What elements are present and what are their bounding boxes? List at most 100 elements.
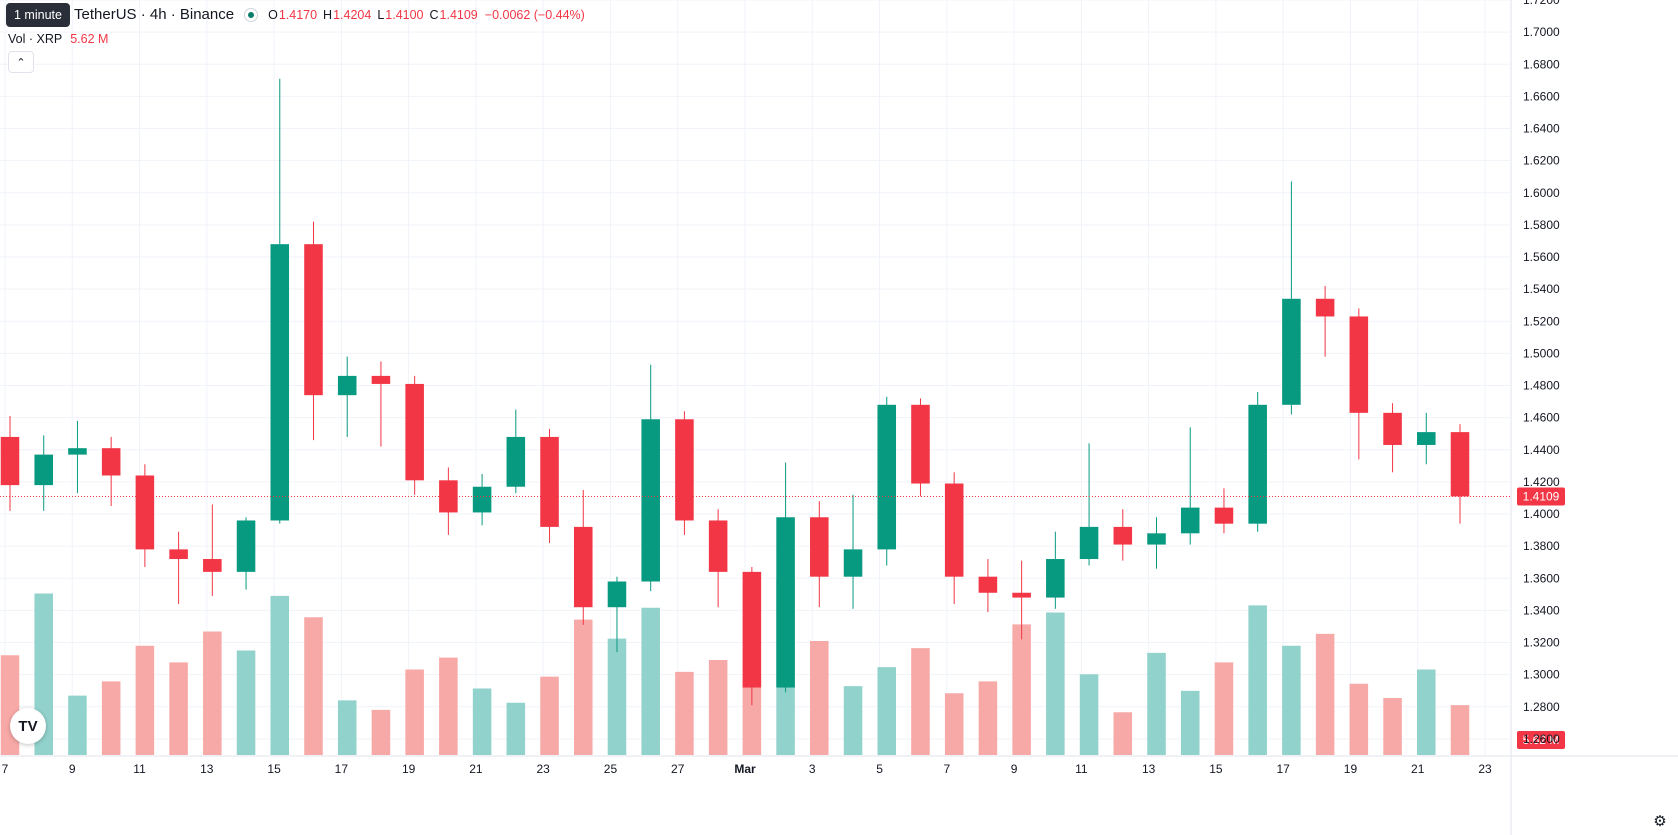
candle-body	[101, 448, 121, 476]
price-tick-label: 1.3600	[1523, 571, 1560, 585]
volume-bar	[1180, 690, 1200, 755]
candle-body	[877, 404, 897, 550]
candle-body	[1315, 298, 1335, 317]
candle-body	[135, 475, 155, 550]
volume-bar	[337, 700, 357, 755]
volume-bar	[978, 681, 998, 755]
time-tick-label: 21	[469, 762, 483, 776]
tv-logo-icon: TV	[18, 717, 38, 735]
candle-body	[1450, 432, 1470, 497]
candle-body	[1046, 559, 1065, 598]
time-tick-label: 15	[1209, 762, 1223, 776]
candle-body	[1079, 526, 1099, 560]
candle-body	[405, 383, 424, 481]
time-axis[interactable]: 7 9 11 13 15 17 19 21 23 25 27 Mar 3 5 7 9 11 13 15 17 19 21 2…	[2, 762, 1492, 776]
candle-body	[304, 244, 323, 396]
volume-bar	[68, 695, 87, 755]
price-tick-label: 1.5600	[1523, 250, 1560, 264]
candle-body	[0, 436, 20, 486]
time-tick-label: 27	[671, 762, 685, 776]
volume-value: 5.62 M	[70, 32, 109, 46]
candle-body	[203, 559, 222, 572]
candle-body	[68, 448, 87, 455]
volume-bar	[1282, 645, 1301, 755]
ohlc-values: O1.4170 H1.4204 L1.4100 C1.4109 −0.0062 …	[268, 8, 585, 22]
price-tick-label: 1.4400	[1523, 443, 1560, 457]
volume-bar	[1214, 662, 1234, 755]
candle-body	[708, 520, 728, 572]
price-tick-label: 1.5200	[1523, 314, 1560, 328]
volume-bar	[405, 669, 424, 755]
time-tick-label: 11	[1075, 762, 1088, 776]
last-price-line: 1.4109 5.62 M	[0, 487, 1565, 749]
low-label: L	[377, 7, 385, 22]
candle-body	[540, 436, 559, 527]
volume-bar	[1349, 683, 1369, 755]
volume-bar	[1046, 612, 1065, 755]
volume-bar	[236, 650, 256, 755]
time-tick-label: 7	[943, 762, 950, 776]
tradingview-logo[interactable]: TV	[10, 708, 46, 744]
time-tick-label: 15	[267, 762, 281, 776]
volume-legend: Vol · XRP 5.62 M	[8, 32, 108, 46]
price-tick-label: 1.6800	[1523, 57, 1560, 71]
candle-body	[607, 581, 627, 608]
symbol-title[interactable]: TetherUS · 4h · Binance	[74, 6, 235, 23]
market-status-icon[interactable]	[244, 7, 259, 22]
price-tick-label: 1.2600	[1523, 732, 1560, 746]
candle-body	[573, 526, 593, 608]
volume-bar	[1248, 605, 1267, 755]
candle-body	[1214, 507, 1234, 524]
volume-histogram	[0, 579, 1470, 755]
candle-body	[1147, 533, 1166, 545]
time-tick-label: 19	[1344, 762, 1358, 776]
volume-bar	[169, 662, 188, 755]
candle-body	[742, 571, 762, 688]
candle-body	[1180, 507, 1200, 534]
time-tick-label: 11	[133, 762, 146, 776]
time-tick-label: 13	[1142, 762, 1156, 776]
candle-body	[944, 483, 964, 577]
price-tick-label: 1.6600	[1523, 89, 1560, 103]
price-tick-label: 1.3400	[1523, 603, 1560, 617]
high-label: H	[323, 7, 333, 22]
candle-body	[439, 480, 458, 513]
change-value: −0.0062 (−0.44%)	[484, 7, 585, 22]
high-value: 1.4204	[333, 7, 372, 22]
time-tick-label: 17	[335, 762, 349, 776]
price-tick-label: 1.6000	[1523, 186, 1560, 200]
candle-body	[1383, 412, 1402, 445]
candle-body	[169, 549, 188, 560]
time-tick-label: 25	[604, 762, 618, 776]
time-tick-label: 3	[809, 762, 816, 776]
candle-body	[1113, 526, 1133, 545]
candle-body	[1012, 592, 1031, 598]
volume-label[interactable]: Vol · XRP	[8, 32, 63, 46]
candle-body	[810, 517, 829, 577]
volume-bar	[135, 645, 155, 755]
low-value: 1.4100	[385, 7, 424, 22]
volume-bar	[1417, 669, 1436, 755]
collapse-legend-button[interactable]: ⌃	[8, 51, 34, 73]
open-value: 1.4170	[278, 7, 318, 22]
interval-tooltip: 1 minute	[6, 3, 70, 27]
candle-body	[641, 419, 660, 582]
settings-gear-icon[interactable]: ⚙	[1653, 813, 1667, 830]
volume-bar	[270, 595, 290, 755]
price-tick-label: 1.4800	[1523, 379, 1560, 393]
price-tick-label: 1.3800	[1523, 539, 1560, 553]
volume-bar	[810, 641, 829, 755]
volume-bar	[911, 648, 930, 755]
candle-body	[1417, 432, 1436, 445]
price-axis[interactable]: 1.2600 1.2800 1.3000 1.3200 1.3400 1.3600 1.38…	[1523, 0, 1560, 746]
volume-bar	[1079, 674, 1099, 755]
volume-bar	[304, 617, 323, 755]
open-label: O	[268, 7, 278, 22]
price-tick-label: 1.6400	[1523, 122, 1560, 136]
price-tick-label: 1.5800	[1523, 218, 1560, 232]
volume-bar	[1147, 652, 1166, 755]
time-tick-label: 19	[402, 762, 416, 776]
candle-body	[270, 244, 290, 521]
candle-body	[1282, 298, 1301, 405]
